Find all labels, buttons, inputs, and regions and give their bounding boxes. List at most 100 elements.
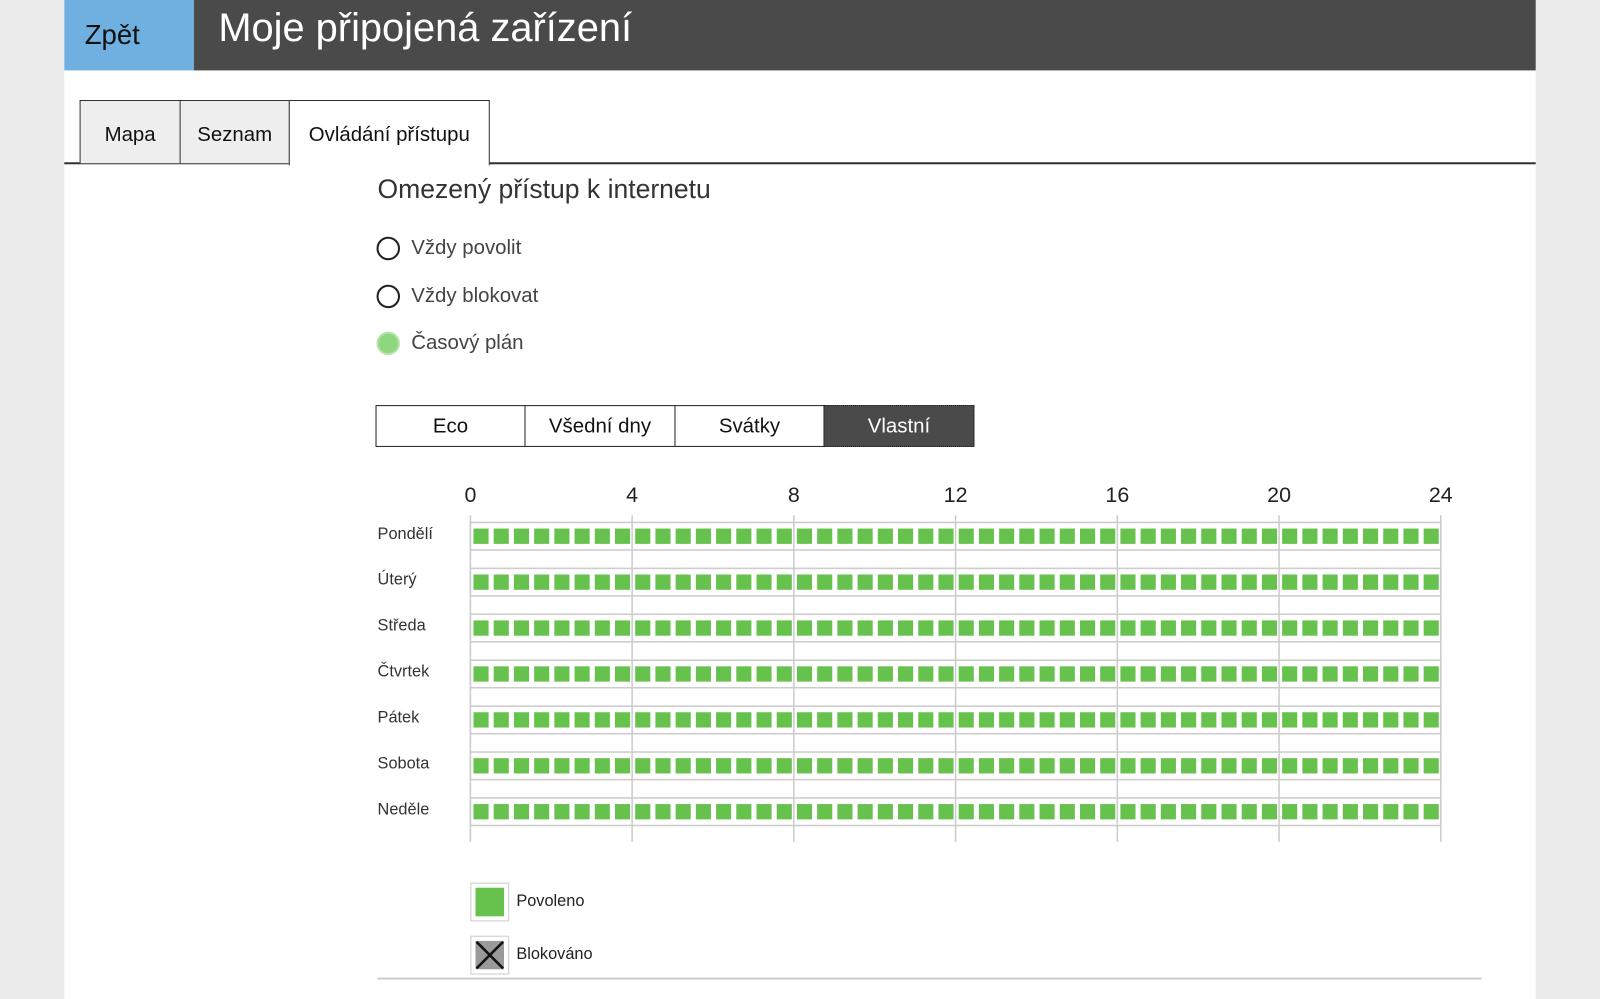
slot-allowed[interactable] bbox=[614, 620, 631, 636]
slot-allowed[interactable] bbox=[1059, 712, 1075, 728]
slot-allowed[interactable] bbox=[574, 758, 590, 774]
slot-allowed[interactable] bbox=[675, 666, 691, 682]
slot-allowed[interactable] bbox=[1039, 712, 1055, 728]
slot-allowed[interactable] bbox=[817, 574, 833, 590]
slot-allowed[interactable] bbox=[918, 620, 934, 636]
slot-allowed[interactable] bbox=[918, 574, 934, 590]
slot-allowed[interactable] bbox=[796, 666, 813, 682]
slot-allowed[interactable] bbox=[736, 574, 752, 590]
slot-allowed[interactable] bbox=[594, 712, 610, 728]
slot-allowed[interactable] bbox=[716, 574, 732, 590]
slot-allowed[interactable] bbox=[877, 712, 893, 728]
slot-allowed[interactable] bbox=[614, 758, 631, 774]
slot-allowed[interactable] bbox=[857, 620, 873, 636]
slot-allowed[interactable] bbox=[938, 528, 954, 544]
slot-allowed[interactable] bbox=[1100, 804, 1116, 820]
slot-allowed[interactable] bbox=[1221, 758, 1237, 774]
slot-allowed[interactable] bbox=[978, 758, 994, 774]
slot-allowed[interactable] bbox=[756, 758, 772, 774]
slot-allowed[interactable] bbox=[614, 574, 631, 590]
slot-allowed[interactable] bbox=[1201, 758, 1217, 774]
slot-allowed[interactable] bbox=[473, 804, 489, 820]
slot-allowed[interactable] bbox=[1181, 666, 1197, 682]
slot-allowed[interactable] bbox=[1302, 712, 1318, 728]
slot-allowed[interactable] bbox=[1241, 620, 1257, 636]
slot-allowed[interactable] bbox=[493, 712, 509, 728]
slot-allowed[interactable] bbox=[1221, 666, 1237, 682]
slot-allowed[interactable] bbox=[999, 620, 1015, 636]
back-button[interactable]: Zpět bbox=[64, 0, 194, 71]
slot-allowed[interactable] bbox=[614, 528, 631, 544]
slot-allowed[interactable] bbox=[1261, 574, 1278, 590]
slot-allowed[interactable] bbox=[655, 574, 671, 590]
slot-allowed[interactable] bbox=[1120, 574, 1136, 590]
slot-allowed[interactable] bbox=[655, 712, 671, 728]
profile-custom-button[interactable]: Vlastní bbox=[823, 405, 975, 447]
slot-allowed[interactable] bbox=[554, 758, 570, 774]
slot-allowed[interactable] bbox=[1423, 620, 1439, 636]
slot-allowed[interactable] bbox=[513, 804, 530, 820]
slot-allowed[interactable] bbox=[898, 528, 914, 544]
slot-allowed[interactable] bbox=[1039, 574, 1055, 590]
slot-allowed[interactable] bbox=[534, 712, 550, 728]
slot-allowed[interactable] bbox=[978, 712, 994, 728]
slot-allowed[interactable] bbox=[635, 528, 651, 544]
slot-allowed[interactable] bbox=[1120, 528, 1136, 544]
slot-allowed[interactable] bbox=[655, 666, 671, 682]
slot-allowed[interactable] bbox=[1039, 804, 1055, 820]
slot-allowed[interactable] bbox=[554, 574, 570, 590]
slot-allowed[interactable] bbox=[756, 620, 772, 636]
slot-allowed[interactable] bbox=[1403, 712, 1419, 728]
slot-allowed[interactable] bbox=[1423, 804, 1439, 820]
slot-allowed[interactable] bbox=[857, 666, 873, 682]
slot-allowed[interactable] bbox=[574, 712, 590, 728]
slot-allowed[interactable] bbox=[655, 758, 671, 774]
slot-allowed[interactable] bbox=[493, 804, 509, 820]
slot-allowed[interactable] bbox=[736, 804, 752, 820]
slot-allowed[interactable] bbox=[635, 666, 651, 682]
slot-allowed[interactable] bbox=[1403, 620, 1419, 636]
slot-allowed[interactable] bbox=[1100, 758, 1116, 774]
slot-allowed[interactable] bbox=[695, 620, 711, 636]
slot-allowed[interactable] bbox=[1302, 528, 1318, 544]
slot-allowed[interactable] bbox=[473, 666, 489, 682]
slot-allowed[interactable] bbox=[857, 574, 873, 590]
slot-allowed[interactable] bbox=[958, 712, 974, 728]
slot-allowed[interactable] bbox=[1079, 574, 1096, 590]
slot-allowed[interactable] bbox=[1423, 712, 1439, 728]
slot-allowed[interactable] bbox=[1201, 712, 1217, 728]
slot-allowed[interactable] bbox=[675, 528, 691, 544]
slot-allowed[interactable] bbox=[695, 758, 711, 774]
slot-allowed[interactable] bbox=[796, 804, 813, 820]
slot-allowed[interactable] bbox=[1120, 666, 1136, 682]
slot-allowed[interactable] bbox=[776, 712, 792, 728]
slot-allowed[interactable] bbox=[1403, 528, 1419, 544]
slot-allowed[interactable] bbox=[493, 666, 509, 682]
slot-allowed[interactable] bbox=[635, 620, 651, 636]
slot-allowed[interactable] bbox=[1322, 666, 1338, 682]
slot-allowed[interactable] bbox=[1362, 666, 1379, 682]
slot-allowed[interactable] bbox=[978, 528, 994, 544]
slot-allowed[interactable] bbox=[1282, 574, 1298, 590]
slot-allowed[interactable] bbox=[1079, 712, 1096, 728]
slot-allowed[interactable] bbox=[1383, 620, 1399, 636]
slot-allowed[interactable] bbox=[1221, 712, 1237, 728]
slot-allowed[interactable] bbox=[493, 620, 509, 636]
slot-allowed[interactable] bbox=[898, 804, 914, 820]
slot-allowed[interactable] bbox=[513, 666, 530, 682]
slot-allowed[interactable] bbox=[473, 574, 489, 590]
slot-allowed[interactable] bbox=[1282, 620, 1298, 636]
slot-allowed[interactable] bbox=[1342, 712, 1358, 728]
slot-allowed[interactable] bbox=[857, 758, 873, 774]
slot-allowed[interactable] bbox=[1140, 620, 1156, 636]
slot-allowed[interactable] bbox=[1120, 620, 1136, 636]
slot-allowed[interactable] bbox=[1342, 574, 1358, 590]
radio-circle-icon[interactable] bbox=[376, 236, 400, 260]
slot-allowed[interactable] bbox=[1322, 620, 1338, 636]
slot-allowed[interactable] bbox=[898, 620, 914, 636]
slot-allowed[interactable] bbox=[534, 758, 550, 774]
slot-allowed[interactable] bbox=[1302, 574, 1318, 590]
slot-allowed[interactable] bbox=[958, 528, 974, 544]
slot-allowed[interactable] bbox=[1241, 804, 1257, 820]
slot-allowed[interactable] bbox=[958, 804, 974, 820]
